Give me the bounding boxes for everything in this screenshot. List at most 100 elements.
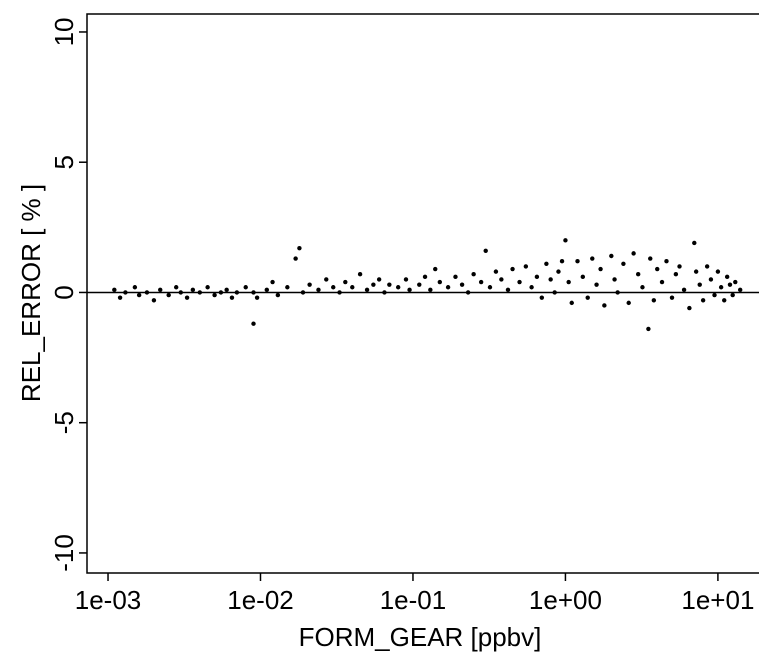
point: [687, 305, 692, 311]
point: [704, 264, 710, 269]
point: [733, 279, 738, 285]
point: [659, 279, 665, 285]
point: [212, 292, 217, 298]
point: [569, 300, 574, 306]
point: [123, 290, 128, 295]
point: [559, 258, 565, 264]
point: [270, 279, 275, 285]
point: [205, 285, 210, 290]
point: [718, 285, 724, 290]
point: [673, 272, 679, 277]
point: [407, 287, 412, 293]
point: [631, 251, 636, 256]
point: [243, 285, 248, 290]
point: [478, 279, 484, 285]
point: [117, 295, 123, 300]
point: [715, 269, 721, 274]
point: [677, 264, 682, 269]
point: [693, 269, 699, 274]
point: [529, 285, 534, 290]
point: [371, 282, 376, 287]
point: [459, 282, 465, 287]
x-tick-label: 1e-01: [380, 585, 447, 615]
point: [727, 282, 733, 287]
y-tick-label: 5: [49, 155, 79, 169]
point: [433, 266, 438, 272]
point: [730, 292, 735, 298]
point: [580, 274, 586, 280]
point: [136, 292, 142, 298]
point: [331, 285, 336, 290]
point: [609, 253, 614, 259]
point: [534, 274, 540, 280]
point: [307, 282, 312, 287]
point: [585, 295, 590, 300]
point: [403, 277, 409, 282]
y-tick-label: 10: [49, 18, 79, 47]
point: [493, 269, 499, 274]
point: [655, 266, 660, 272]
point: [510, 266, 515, 272]
point: [343, 279, 348, 285]
point: [517, 279, 522, 285]
point: [293, 256, 298, 261]
point: [635, 272, 641, 277]
point: [612, 277, 617, 282]
point: [575, 258, 580, 264]
point: [173, 285, 179, 290]
point: [566, 279, 571, 285]
point: [337, 290, 342, 295]
point: [437, 279, 443, 285]
y-tick-label: 0: [49, 285, 79, 299]
point: [197, 290, 203, 295]
point: [382, 290, 387, 295]
point: [708, 277, 714, 282]
point: [651, 298, 657, 303]
point: [350, 285, 355, 290]
point: [387, 282, 392, 287]
point: [224, 287, 229, 293]
point: [640, 285, 645, 290]
point: [316, 287, 321, 293]
point: [722, 298, 727, 303]
point: [669, 295, 675, 300]
point: [357, 272, 363, 277]
point: [132, 285, 138, 290]
point: [324, 277, 329, 282]
point: [664, 258, 669, 264]
x-tick-label: 1e+01: [681, 585, 754, 615]
y-tick-label: -5: [49, 411, 79, 434]
point: [626, 300, 631, 306]
point: [218, 290, 224, 295]
point: [697, 282, 702, 287]
point: [737, 287, 743, 293]
point: [602, 303, 607, 308]
point: [251, 290, 256, 295]
point: [681, 287, 687, 293]
point: [621, 261, 626, 267]
point: [264, 287, 270, 293]
point: [499, 277, 504, 282]
point: [692, 240, 697, 246]
point: [144, 290, 150, 295]
point: [594, 282, 599, 287]
point: [376, 277, 382, 282]
point: [422, 274, 428, 280]
point: [151, 298, 157, 303]
point: [158, 287, 163, 293]
point: [465, 290, 471, 295]
x-tick-label: 1e-02: [227, 585, 294, 615]
y-tick-label: -10: [49, 534, 79, 572]
x-tick-label: 1e+00: [529, 585, 602, 615]
point: [590, 256, 595, 261]
point: [428, 287, 433, 293]
point: [445, 285, 451, 290]
point: [471, 272, 476, 277]
point: [300, 290, 306, 295]
point: [548, 277, 553, 282]
point: [615, 290, 620, 295]
point: [190, 287, 196, 293]
point: [395, 285, 401, 290]
point: [712, 292, 717, 298]
